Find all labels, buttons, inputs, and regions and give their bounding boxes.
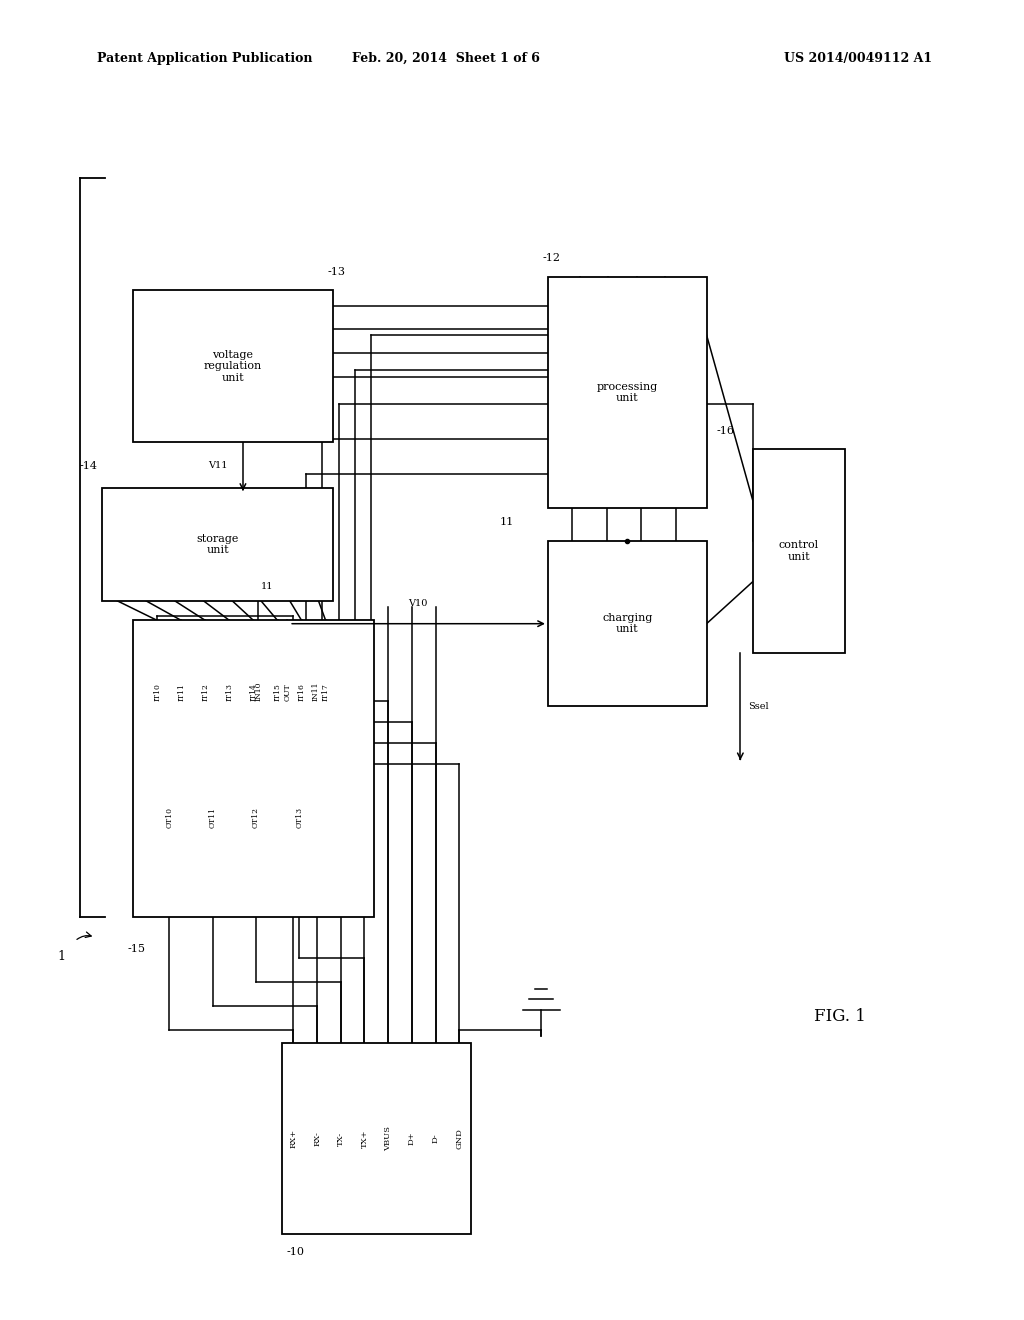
Text: processing
unit: processing unit xyxy=(597,381,657,404)
Text: US 2014/0049112 A1: US 2014/0049112 A1 xyxy=(783,51,932,65)
Text: RX+: RX+ xyxy=(290,1129,297,1148)
Text: 11: 11 xyxy=(260,582,273,590)
Text: IT14: IT14 xyxy=(250,682,257,701)
Text: D-: D- xyxy=(431,1134,439,1143)
Text: voltage
regulation
unit: voltage regulation unit xyxy=(204,350,262,383)
Text: 11: 11 xyxy=(500,516,514,527)
Text: V11: V11 xyxy=(208,461,227,470)
Text: TX+: TX+ xyxy=(360,1129,369,1148)
Text: -14: -14 xyxy=(79,461,97,471)
Text: OUT: OUT xyxy=(283,682,291,701)
Bar xyxy=(133,290,333,442)
Text: IN11: IN11 xyxy=(312,681,321,701)
Text: GND: GND xyxy=(456,1129,463,1148)
Text: IN10: IN10 xyxy=(254,681,262,701)
Text: IT16: IT16 xyxy=(298,682,305,701)
Text: Patent Application Publication: Patent Application Publication xyxy=(97,51,312,65)
Text: 1: 1 xyxy=(57,950,66,964)
Bar xyxy=(282,1043,471,1234)
Text: -13: -13 xyxy=(328,267,346,277)
Text: storage
unit: storage unit xyxy=(197,533,239,556)
Text: D+: D+ xyxy=(408,1131,416,1146)
Text: V10: V10 xyxy=(408,599,427,607)
Text: IT10: IT10 xyxy=(154,682,161,701)
Text: -16: -16 xyxy=(717,425,735,436)
Text: -10: -10 xyxy=(287,1247,305,1258)
Text: control
unit: control unit xyxy=(778,540,819,562)
Text: OT10: OT10 xyxy=(165,808,173,829)
Bar xyxy=(102,488,333,601)
Text: TX-: TX- xyxy=(337,1131,345,1146)
Text: Ssel: Ssel xyxy=(749,702,769,710)
Text: OT11: OT11 xyxy=(209,808,216,829)
Text: RX-: RX- xyxy=(313,1131,322,1146)
Text: OT13: OT13 xyxy=(295,807,303,829)
Text: -12: -12 xyxy=(543,252,561,263)
Text: IT13: IT13 xyxy=(225,682,233,701)
Text: charging
unit: charging unit xyxy=(602,612,652,635)
Text: VBUS: VBUS xyxy=(384,1126,392,1151)
Text: IT11: IT11 xyxy=(177,682,185,701)
Bar xyxy=(753,449,845,653)
Text: IT17: IT17 xyxy=(322,682,330,701)
Bar xyxy=(548,541,707,706)
Bar xyxy=(133,620,374,917)
Text: IT12: IT12 xyxy=(202,682,209,701)
Text: OT12: OT12 xyxy=(252,808,260,829)
Text: Feb. 20, 2014  Sheet 1 of 6: Feb. 20, 2014 Sheet 1 of 6 xyxy=(351,51,540,65)
Text: IT15: IT15 xyxy=(273,682,282,701)
Bar xyxy=(548,277,707,508)
Text: FIG. 1: FIG. 1 xyxy=(814,1008,865,1024)
Text: -15: -15 xyxy=(128,944,146,954)
